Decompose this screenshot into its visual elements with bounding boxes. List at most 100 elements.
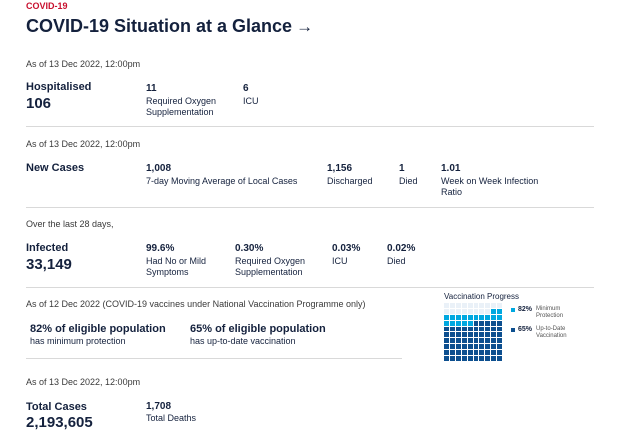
- icu-label: ICU: [243, 96, 259, 106]
- vaccination-cell: [449, 314, 455, 320]
- totals-as-of: As of 13 Dec 2022, 12:00pm: [26, 377, 141, 387]
- vaccination-cell: [444, 303, 449, 308]
- vaccination-cell: [461, 320, 467, 326]
- vaccination-cell: [485, 350, 491, 356]
- vaccination-cell: [473, 350, 479, 356]
- vaccination-cell: [461, 344, 467, 350]
- page-title-text: COVID-19 Situation at a Glance: [26, 16, 293, 36]
- vaccination-cell: [485, 320, 491, 326]
- total-deaths-label: Total Deaths: [146, 413, 197, 423]
- vaccination-cell: [497, 338, 502, 344]
- up-to-date-headline: 65% of eligible population: [190, 323, 326, 335]
- divider: [26, 207, 594, 208]
- hospitalised-label: Hospitalised: [26, 81, 92, 93]
- up-to-date-sub: has up-to-date vaccination: [190, 336, 296, 346]
- vaccination-cell: [455, 320, 461, 326]
- vaccination-cell: [444, 350, 449, 356]
- discharged-label: Discharged: [327, 176, 373, 186]
- vaccination-cell: [449, 338, 455, 344]
- vaccination-cell: [491, 314, 497, 320]
- vaccination-cell: [467, 308, 473, 314]
- infection-ratio-value: 1.01: [441, 163, 461, 174]
- vaccination-cell: [455, 314, 461, 320]
- minimum-protection-sub: has minimum protection: [30, 336, 126, 346]
- vaccination-cell: [479, 303, 485, 308]
- vaccination-cell: [444, 338, 449, 344]
- mild-label: Had No or Mild Symptoms: [146, 256, 207, 277]
- legend-marker: [511, 328, 515, 332]
- legend-minimum-pct: 82%: [518, 306, 533, 313]
- vaccination-cell: [449, 303, 455, 308]
- died-label: Died: [399, 176, 418, 186]
- vaccination-cell: [497, 320, 502, 326]
- died-value: 1: [399, 163, 405, 174]
- vaccination-cell: [444, 344, 449, 350]
- vaccination-cell: [461, 338, 467, 344]
- oxygen-value: 11: [146, 83, 157, 94]
- vaccination-cell: [473, 308, 479, 314]
- vaccination-cell: [491, 356, 497, 361]
- vaccination-cell: [467, 303, 473, 308]
- total-deaths-value: 1,708: [146, 401, 172, 412]
- page-title[interactable]: COVID-19 Situation at a Glance →: [26, 16, 313, 37]
- new-cases-label: New Cases: [26, 162, 85, 174]
- vaccination-cell: [491, 320, 497, 326]
- vaccination-cell: [473, 338, 479, 344]
- vaccination-cell: [461, 332, 467, 338]
- infected-oxygen-value: 0.30%: [235, 243, 264, 254]
- infection-ratio-label: Week on Week Infection Ratio: [441, 176, 539, 197]
- vaccination-cell: [491, 303, 497, 308]
- mild-value: 99.6%: [146, 243, 175, 254]
- vaccination-cell: [473, 320, 479, 326]
- vaccination-cell: [491, 326, 497, 332]
- vaccination-cell: [485, 332, 491, 338]
- oxygen-label: Required Oxygen Supplementation: [146, 96, 217, 117]
- vaccination-cell: [455, 344, 461, 350]
- vaccination-cell: [455, 326, 461, 332]
- vaccination-cell: [491, 344, 497, 350]
- divider: [26, 358, 402, 359]
- vaccination-cell: [455, 308, 461, 314]
- divider: [26, 287, 594, 288]
- vaccination-cell: [497, 344, 502, 350]
- vaccination-cell: [455, 356, 461, 361]
- vaccination-cell: [449, 332, 455, 338]
- vaccination-cell: [497, 350, 502, 356]
- hospital-as-of: As of 13 Dec 2022, 12:00pm: [26, 59, 141, 69]
- vaccination-cell: [479, 314, 485, 320]
- legend-up-to-date-pct: 65%: [518, 326, 533, 333]
- vaccination-cell: [485, 326, 491, 332]
- infected-value: 33,149: [26, 256, 72, 273]
- vaccination-cell: [461, 326, 467, 332]
- arrow-right-icon[interactable]: →: [296, 17, 314, 36]
- vaccination-cell: [479, 344, 485, 350]
- vaccination-cell: [497, 332, 502, 338]
- vaccination-cell: [491, 332, 497, 338]
- vaccination-progress-title: Vaccination Progress: [444, 292, 519, 301]
- infected-label: Infected: [26, 242, 69, 254]
- vaccination-cell: [444, 314, 449, 320]
- vaccination-cell: [497, 356, 502, 361]
- section-eyebrow: COVID-19: [26, 1, 68, 11]
- vaccination-cell: [497, 308, 502, 314]
- vaccination-cell: [455, 303, 461, 308]
- vaccination-cell: [467, 344, 473, 350]
- vaccination-cell: [473, 326, 479, 332]
- divider: [26, 126, 594, 127]
- vaccination-cell: [479, 338, 485, 344]
- infected-died-label: Died: [387, 256, 406, 266]
- vaccination-cell: [467, 350, 473, 356]
- minimum-protection-headline: 82% of eligible population: [30, 323, 166, 335]
- legend-up-to-date-label: Up-to-Date Vaccination: [536, 326, 567, 339]
- vaccination-cell: [467, 314, 473, 320]
- moving-average-label: 7-day Moving Average of Local Cases: [146, 176, 298, 186]
- vaccination-cell: [473, 356, 479, 361]
- vaccination-cell: [485, 344, 491, 350]
- vaccination-cell: [479, 332, 485, 338]
- vaccination-cell: [444, 326, 449, 332]
- vaccination-cell: [461, 356, 467, 361]
- vaccination-cell: [497, 326, 502, 332]
- vaccination-cell: [455, 338, 461, 344]
- vaccination-cell: [444, 308, 449, 314]
- vaccination-cell: [467, 320, 473, 326]
